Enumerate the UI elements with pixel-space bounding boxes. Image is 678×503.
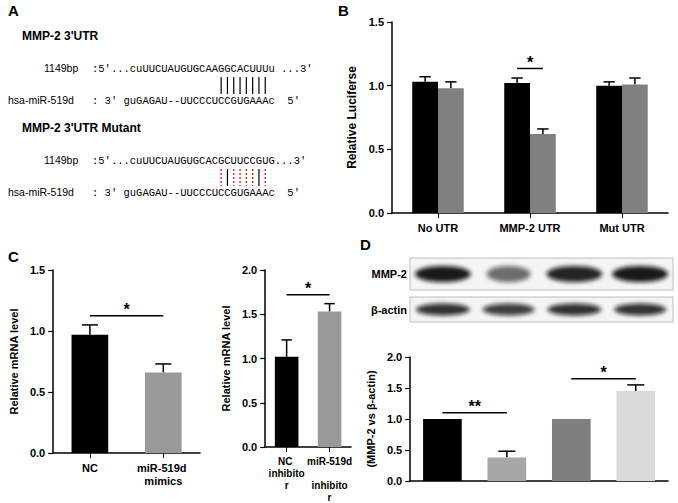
html-text:A: A: [8, 2, 19, 19]
svg-text::5'...cuUUCUAUGUGCAAGGCACUUUu: :5'...cuUUCUAUGUGCAAGGCACUUUu ...3': [92, 63, 313, 75]
svg-text:*: *: [123, 301, 130, 318]
svg-text:1149bp: 1149bp: [44, 154, 78, 166]
svg-text:0.0: 0.0: [242, 441, 257, 453]
svg-text:2.0: 2.0: [387, 351, 402, 363]
svg-text:0.0: 0.0: [30, 447, 45, 459]
svg-text:Relative mRNA level: Relative mRNA level: [220, 306, 232, 412]
svg-text:Relative mRNA level: Relative mRNA level: [8, 309, 20, 415]
svg-text::5'...cuUUCUAUGUGCACGCUUCCGUG.: :5'...cuUUCUAUGUGCACGCUUCCGUG...3': [92, 155, 306, 167]
svg-text:1.5: 1.5: [369, 16, 384, 28]
svg-text:: 3' guGAGAU--UUCCCUCCGUGAAAc: : 3' guGAGAU--UUCCCUCCGUGAAAc 5': [92, 187, 300, 199]
svg-text:1.0: 1.0: [30, 325, 45, 337]
svg-text:miR-519d: miR-519d: [307, 456, 352, 467]
svg-text:Mut UTR: Mut UTR: [599, 222, 644, 234]
svg-text:MMP-2 3'UTR Mutant: MMP-2 3'UTR Mutant: [22, 121, 141, 135]
svg-text:2.0: 2.0: [242, 264, 257, 276]
svg-text:1.5: 1.5: [387, 382, 402, 394]
svg-text:1.5: 1.5: [30, 264, 45, 276]
html-text:C: C: [8, 248, 19, 265]
svg-text:inhibito: inhibito: [311, 480, 347, 491]
svg-text:*: *: [600, 364, 607, 381]
html-text:D: D: [360, 236, 371, 253]
svg-text:MMP-2: MMP-2: [372, 268, 407, 280]
svg-text:*: *: [305, 280, 312, 297]
svg-text:1.0: 1.0: [387, 413, 402, 425]
svg-text:r: r: [328, 492, 332, 503]
svg-text:hsa-miR-519d: hsa-miR-519d: [8, 186, 74, 198]
svg-text:0.5: 0.5: [242, 397, 257, 409]
svg-text:0.5: 0.5: [30, 386, 45, 398]
svg-text:β-actin: β-actin: [371, 304, 407, 316]
svg-text:(MMP-2 vs β-actin): (MMP-2 vs β-actin): [365, 370, 377, 468]
svg-text:miR-519d: miR-519d: [137, 462, 190, 474]
svg-text:*: *: [527, 54, 534, 71]
svg-text:Relative Luciferse: Relative Luciferse: [345, 66, 359, 169]
svg-text:1149bp: 1149bp: [44, 62, 78, 74]
html-text:B: B: [338, 2, 349, 19]
svg-text:0.5: 0.5: [369, 143, 384, 155]
svg-text:No UTR: No UTR: [418, 222, 458, 234]
svg-text:NC: NC: [278, 456, 295, 467]
svg-text:**: **: [468, 398, 481, 415]
svg-text:MMP-2 UTR: MMP-2 UTR: [499, 222, 560, 234]
svg-text:0.0: 0.0: [369, 207, 384, 219]
svg-text:1.5: 1.5: [242, 308, 257, 320]
svg-text:0.0: 0.0: [387, 475, 402, 487]
svg-text:r: r: [285, 480, 289, 491]
svg-text:inhibito: inhibito: [269, 468, 305, 479]
svg-text:: 3' guGAGAU--UUCCCUCCGUGAAAc: : 3' guGAGAU--UUCCCUCCGUGAAAc 5': [92, 95, 300, 107]
svg-text:hsa-miR-519d: hsa-miR-519d: [8, 94, 74, 106]
svg-text:MMP-2 3'UTR: MMP-2 3'UTR: [22, 29, 99, 43]
svg-text:mimics: mimics: [144, 475, 182, 487]
svg-text:0.5: 0.5: [387, 444, 402, 456]
svg-text:NC: NC: [82, 462, 98, 474]
svg-text:1.0: 1.0: [369, 80, 384, 92]
svg-text:1.0: 1.0: [242, 353, 257, 365]
